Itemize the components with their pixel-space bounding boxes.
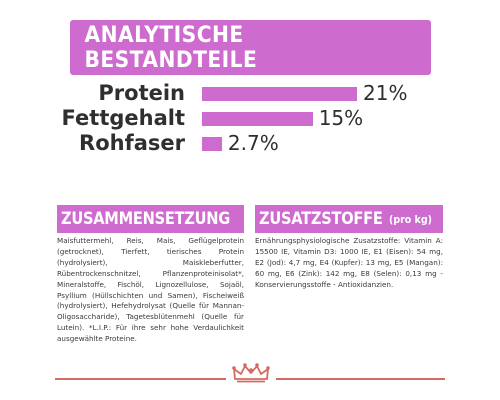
crown-icon: [232, 363, 270, 383]
analysis-bar: [202, 87, 357, 101]
additives-subtitle: (pro kg): [388, 212, 432, 226]
analysis-row-fat: Fettgehalt 15%: [0, 104, 500, 132]
analysis-bar: [202, 137, 222, 151]
analysis-row-fibre: Rohfaser 2.7%: [0, 129, 500, 157]
brand-logo: [226, 360, 276, 386]
composition-title: ZUSAMMENSETZUNG: [61, 209, 230, 229]
additives-header: ZUSATZSTOFFE (pro kg): [255, 205, 443, 233]
additives-text: Ernährungsphysiologische Zusatzstoffe: V…: [255, 236, 443, 289]
analysis-row-protein: Protein 21%: [0, 79, 500, 107]
composition-header: ZUSAMMENSETZUNG: [57, 205, 244, 233]
analysis-value: 15%: [318, 106, 364, 130]
analysis-value: 21%: [363, 81, 408, 105]
analysis-value: 2.7%: [227, 131, 279, 155]
analysis-label: Rohfaser: [79, 131, 185, 155]
composition-text: Maisfuttermehl, Reis, Mais, Geflügelprot…: [57, 236, 244, 344]
analysis-label: Protein: [98, 81, 185, 105]
analysis-banner: ANALYTISCHE BESTANDTEILE: [70, 20, 431, 75]
analysis-bar: [202, 112, 313, 126]
additives-title: ZUSATZSTOFFE: [259, 209, 383, 229]
analysis-label: Fettgehalt: [61, 106, 185, 130]
analysis-banner-title: ANALYTISCHE BESTANDTEILE: [84, 22, 258, 73]
